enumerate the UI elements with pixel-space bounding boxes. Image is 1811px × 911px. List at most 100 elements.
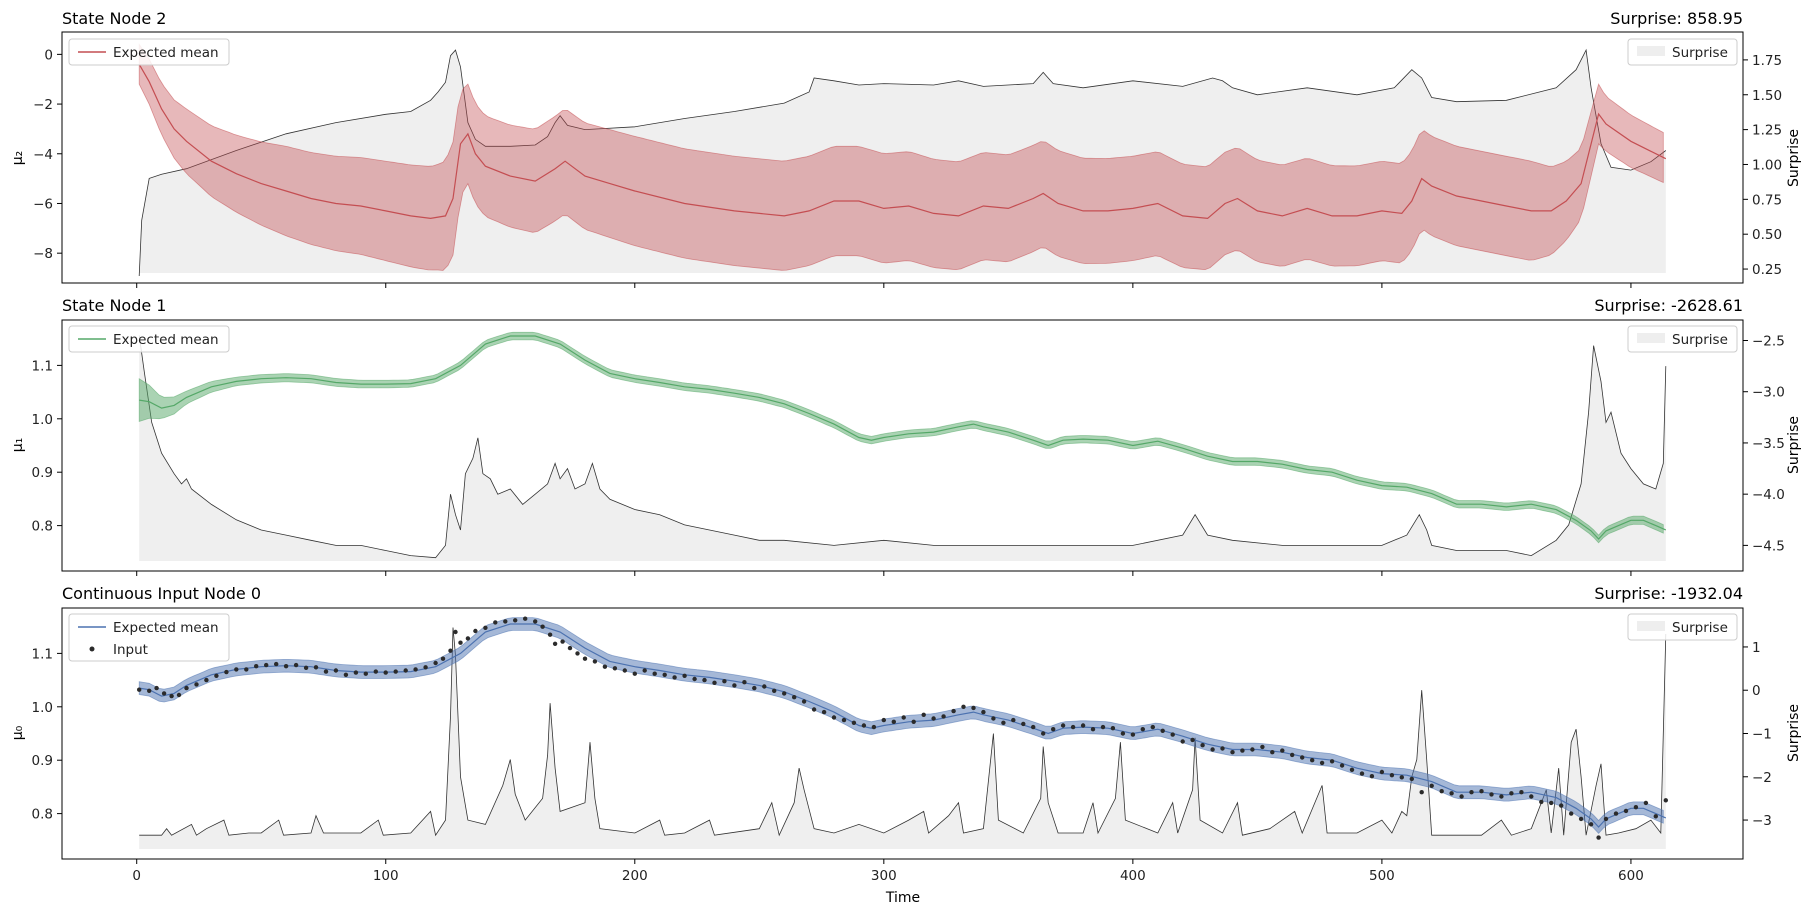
y2-tick-label: −4.5: [1752, 538, 1785, 554]
input-point: [831, 715, 837, 720]
input-point: [1439, 789, 1444, 794]
input-point: [274, 661, 279, 667]
input-point: [612, 666, 618, 671]
input-point: [722, 679, 727, 684]
legend-label: Input: [113, 642, 148, 658]
input-point: [1080, 723, 1086, 728]
input-point: [622, 668, 627, 673]
x-tick-label: 600: [1618, 868, 1644, 884]
input-point: [1260, 744, 1265, 750]
input-point: [1001, 720, 1006, 725]
legend-label: Surprise: [1672, 620, 1728, 636]
legend-left: Expected mean Input: [68, 613, 230, 662]
input-point: [214, 673, 219, 678]
input-point: [1051, 727, 1056, 732]
input-point: [1339, 763, 1345, 768]
input-point: [1409, 776, 1415, 782]
input-point: [224, 669, 229, 675]
input-point: [440, 656, 446, 661]
input-point: [1070, 724, 1076, 730]
input-point: [234, 667, 239, 672]
input-point: [433, 660, 438, 666]
input-point: [453, 629, 458, 635]
input-point: [1130, 732, 1136, 737]
input-point: [147, 688, 152, 693]
y2-tick-label: 1.50: [1752, 88, 1782, 104]
input-point: [1379, 769, 1385, 775]
input-point: [1588, 822, 1594, 827]
input-point: [742, 680, 747, 685]
input-point: [403, 668, 408, 673]
legend-label: Surprise: [1672, 332, 1728, 348]
x-tick-label: 0: [132, 868, 141, 884]
x-axis-label: Time: [885, 890, 920, 906]
input-point: [547, 632, 553, 637]
y2-tick-label: 1.75: [1752, 53, 1782, 69]
axes-frame: [61, 319, 1744, 572]
input-point: [1280, 748, 1285, 753]
y-axis-label: μ₁: [10, 438, 26, 453]
input-point: [1319, 760, 1325, 766]
input-point: [552, 641, 558, 646]
y2-tick-label: 0: [1752, 683, 1761, 699]
input-point: [423, 665, 428, 670]
legend-left: Expected mean: [68, 38, 230, 66]
plot-area: 0.8 0.9 1.0 1.1 −2.5 −3.0 −3.5 −4.0 −4.5: [32, 319, 1785, 576]
input-point: [1290, 752, 1295, 758]
input-point: [540, 624, 545, 629]
y2-axis-label: Surprise: [1786, 704, 1802, 762]
input-point: [413, 667, 418, 672]
plot-area: 0 −2 −4 −6 −8 0.25 0.50 0.75 1.00 1.25 1.50 1.75: [33, 31, 1782, 288]
y2-tick-label: −2.5: [1752, 333, 1785, 349]
input-point: [1220, 746, 1225, 751]
input-point: [1633, 805, 1639, 810]
panel-surprise-total: Surprise: -2628.61: [1594, 296, 1743, 315]
input-point: [283, 664, 289, 669]
input-point: [1011, 717, 1016, 723]
plot-area: 0.8 0.9 1.0 1.1 1 0 −1 −2 −3 0 100 200 300 400 500 600: [32, 607, 1772, 884]
surprise-area: [139, 335, 1666, 561]
legend-patch-swatch: [1637, 333, 1665, 343]
input-point: [582, 656, 588, 661]
input-point: [1250, 747, 1255, 752]
input-point: [176, 692, 182, 698]
input-point: [169, 693, 174, 699]
input-point: [343, 672, 349, 677]
input-point: [1329, 759, 1335, 764]
input-point: [575, 651, 580, 656]
legend-label: Surprise: [1672, 45, 1728, 61]
y2-tick-label: 1: [1752, 640, 1761, 656]
input-point: [792, 695, 797, 700]
input-point: [493, 620, 498, 625]
input-point: [363, 671, 368, 676]
input-point: [1210, 747, 1215, 752]
surprise-area: [139, 50, 1666, 276]
input-point: [1509, 791, 1514, 796]
panel-title: State Node 2: [62, 9, 166, 28]
input-point: [513, 618, 518, 623]
input-point: [1150, 724, 1156, 730]
expected-mean-line: [139, 623, 1667, 828]
input-point: [458, 640, 463, 645]
input-point: [752, 685, 757, 691]
input-point: [313, 665, 319, 670]
input-point: [1489, 792, 1494, 797]
input-point: [1310, 758, 1315, 763]
input-point: [204, 677, 209, 683]
panel-title: State Node 1: [62, 296, 166, 315]
input-point: [951, 708, 956, 714]
axes-frame: [61, 31, 1744, 284]
input-point: [1399, 775, 1405, 780]
input-point: [523, 616, 528, 621]
y2-tick-label: 0.75: [1752, 192, 1782, 208]
panel-continuous-input-node-0: 0.80.91.01.1 10−1−2−30 100 200 300 400 500 600 …: [10, 584, 1802, 906]
input-point: [991, 716, 996, 721]
input-point: [1120, 731, 1126, 736]
input-point: [732, 683, 737, 688]
input-point: [194, 682, 199, 687]
input-point: [1569, 811, 1574, 816]
x-tick-label: 100: [373, 868, 399, 884]
legend-label: Expected mean: [113, 45, 219, 61]
input-point: [483, 625, 488, 630]
y2-tick-label: −1: [1752, 727, 1772, 743]
